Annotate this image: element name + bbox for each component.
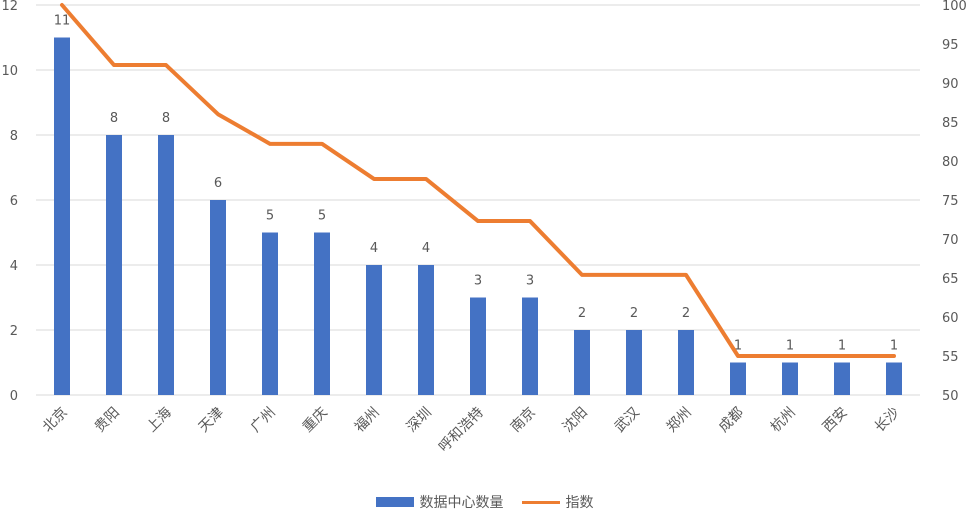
y-axis-tick-label: 2 xyxy=(10,324,18,339)
legend-item-line: 指数 xyxy=(521,492,594,512)
y-axis-tick-label: 8 xyxy=(10,129,18,144)
y-axis-tick-label: 12 xyxy=(1,0,18,14)
bar xyxy=(106,135,122,395)
x-axis-tick-label: 上海 xyxy=(144,405,175,436)
bar-data-label: 1 xyxy=(890,339,898,354)
bar xyxy=(54,37,70,395)
bar-data-label: 11 xyxy=(54,14,71,29)
x-axis-tick-label: 沈阳 xyxy=(560,405,591,436)
bar-data-label: 3 xyxy=(474,274,482,289)
legend-label-bars: 数据中心数量 xyxy=(419,495,504,511)
bar xyxy=(782,362,798,395)
y-axis-tick-label: 10 xyxy=(1,64,18,79)
y2-axis-tick-label: 85 xyxy=(942,116,959,131)
y-axis-tick-label: 4 xyxy=(10,259,18,274)
bar-data-label: 2 xyxy=(578,306,586,321)
x-axis-tick-label: 武汉 xyxy=(612,405,643,436)
bar xyxy=(574,330,590,395)
x-axis-tick-label: 呼和浩特 xyxy=(436,405,487,456)
legend-swatch-bars xyxy=(375,497,414,507)
bar-data-label: 5 xyxy=(266,209,274,224)
bar xyxy=(262,232,278,395)
x-axis-tick-label: 西安 xyxy=(820,405,851,436)
legend-swatch-line xyxy=(521,500,560,504)
bar-data-label: 2 xyxy=(630,306,638,321)
bar-data-label: 8 xyxy=(162,111,170,126)
x-axis-tick-label: 北京 xyxy=(40,405,71,436)
x-axis-tick-label: 福州 xyxy=(352,405,383,436)
bar-data-label: 4 xyxy=(422,241,430,256)
x-axis-tick-label: 杭州 xyxy=(768,405,799,436)
y2-axis-tick-label: 70 xyxy=(942,233,959,248)
y2-axis-tick-label: 95 xyxy=(942,38,959,53)
bar-data-label: 2 xyxy=(682,306,690,321)
x-axis-tick-label: 广州 xyxy=(248,405,279,436)
y2-axis-tick-label: 75 xyxy=(942,194,959,209)
bar xyxy=(522,297,538,395)
bar-data-label: 4 xyxy=(370,241,378,256)
bar xyxy=(366,265,382,395)
bar xyxy=(418,265,434,395)
x-axis-tick-label: 南京 xyxy=(508,405,539,436)
bar xyxy=(886,362,902,395)
bar xyxy=(678,330,694,395)
y2-axis-tick-label: 100 xyxy=(942,0,967,14)
bar xyxy=(834,362,850,395)
bar xyxy=(314,232,330,395)
x-axis-tick-label: 天津 xyxy=(196,405,227,436)
x-axis-tick-label: 重庆 xyxy=(300,405,331,436)
bar xyxy=(158,135,174,395)
bar-data-label: 1 xyxy=(734,339,742,354)
y2-axis-tick-label: 55 xyxy=(942,350,959,365)
bar-data-label: 1 xyxy=(838,339,846,354)
legend-item-bars: 数据中心数量 xyxy=(375,492,504,512)
y2-axis-tick-label: 50 xyxy=(942,389,959,404)
y-axis-tick-label: 0 xyxy=(10,389,18,404)
y2-axis-tick-label: 90 xyxy=(942,77,959,92)
x-axis-tick-label: 成都 xyxy=(716,405,747,436)
legend-label-line: 指数 xyxy=(565,495,594,511)
x-axis-tick-label: 郑州 xyxy=(664,405,695,436)
x-axis-tick-label: 长沙 xyxy=(872,405,903,436)
bar-data-label: 3 xyxy=(526,274,534,289)
bar-data-label: 1 xyxy=(786,339,794,354)
legend: 数据中心数量 指数 xyxy=(0,492,969,512)
bar-data-label: 8 xyxy=(110,111,118,126)
bar xyxy=(626,330,642,395)
bar xyxy=(470,297,486,395)
y2-axis-tick-label: 65 xyxy=(942,272,959,287)
index-line xyxy=(60,3,896,358)
bar-data-label: 6 xyxy=(214,176,222,191)
bar-data-label: 5 xyxy=(318,209,326,224)
x-axis-tick-label: 贵阳 xyxy=(92,405,123,436)
bar xyxy=(210,200,226,395)
y2-axis-tick-label: 60 xyxy=(942,311,959,326)
y2-axis-tick-label: 80 xyxy=(942,155,959,170)
y-axis-tick-label: 6 xyxy=(10,194,18,209)
bar xyxy=(730,362,746,395)
x-axis-tick-label: 深圳 xyxy=(404,405,435,436)
